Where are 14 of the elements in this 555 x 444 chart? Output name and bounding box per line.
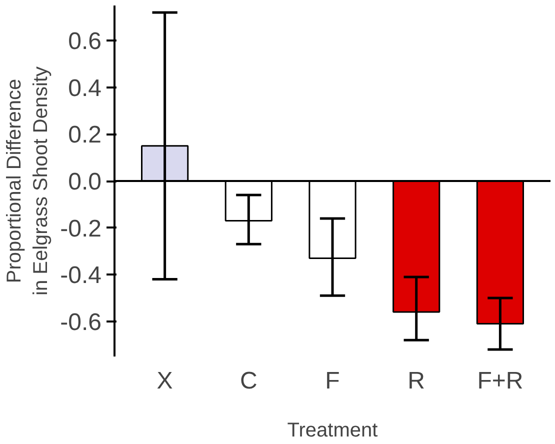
y-tick-label: -0.4 — [60, 262, 102, 290]
x-tick-label: F — [325, 368, 340, 394]
x-tick-label: C — [240, 368, 258, 394]
y-tick-label: 0.4 — [68, 74, 102, 102]
y-tick-label: 0.6 — [68, 28, 102, 56]
y-tick-label: -0.2 — [60, 215, 102, 242]
y-tick-label: 0.2 — [68, 122, 102, 149]
y-axis-title: Proportional Difference in Eelgrass Shoot Density — [4, 66, 52, 296]
x-tick-label: R — [408, 368, 426, 394]
y-tick-label: 0.0 — [68, 168, 102, 196]
y-tick-label: -0.6 — [60, 308, 102, 336]
x-tick-label: F+R — [477, 368, 524, 394]
x-tick-label: X — [156, 368, 173, 394]
x-axis-title: Treatment — [287, 420, 378, 442]
